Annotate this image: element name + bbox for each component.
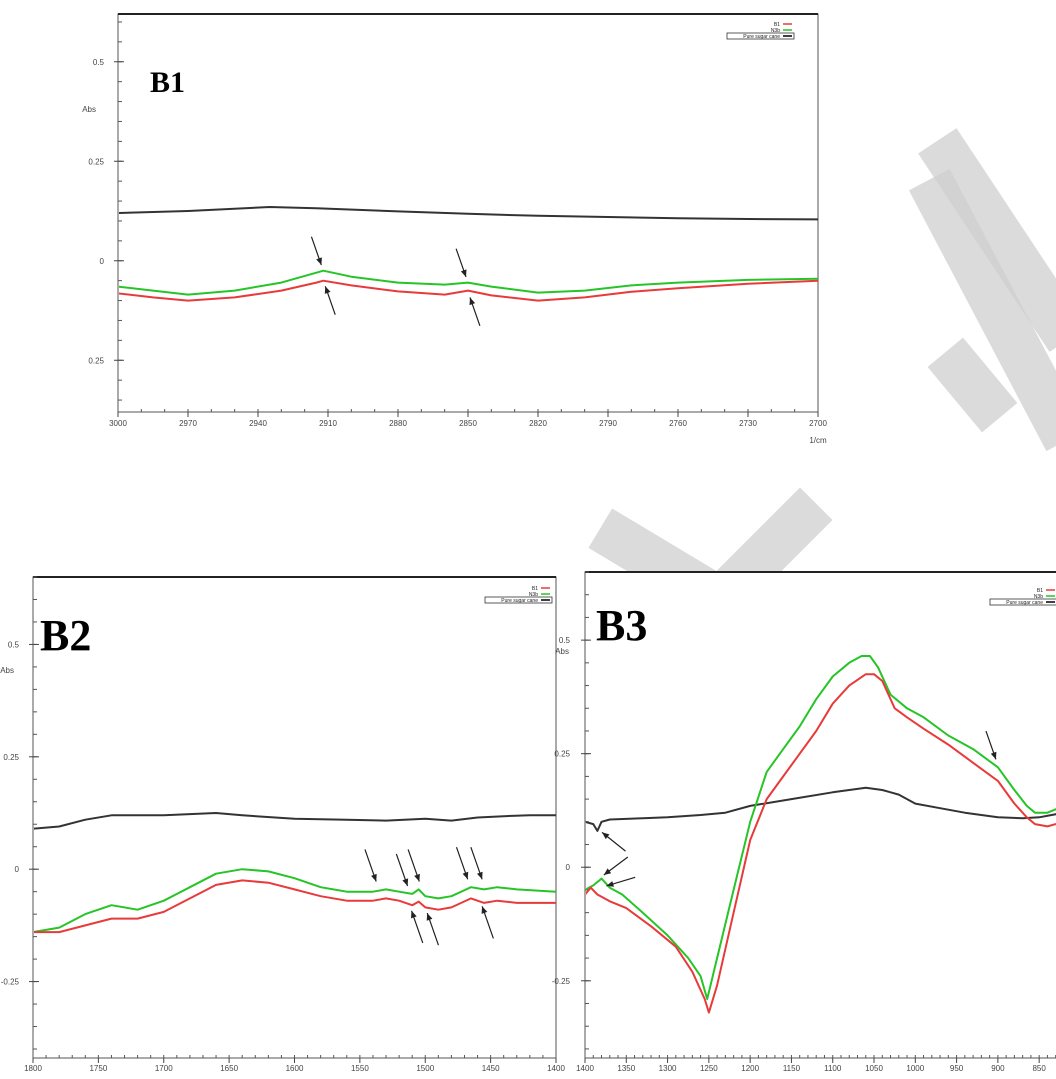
panel-b1-series-line-1	[119, 206, 818, 221]
panel-b1-x-tick-label: 2700	[809, 419, 827, 428]
panel-b2-x-tick-label: 1800	[24, 1064, 42, 1073]
panel-b1-y-axis-label: Abs	[82, 105, 96, 114]
panel-b2-chart: 0.5 0.25 0 -0.25 Abs 1800 1750 1700 1650 1600 1550…	[0, 576, 565, 1073]
panel-b2-x-tick-label: 1550	[351, 1064, 369, 1073]
panel-b1-y-tick-label: 0.25	[88, 356, 104, 365]
panel-b2-y-tick-label: -0.25	[1, 978, 20, 987]
panel-b1-x-tick-label: 2850	[459, 419, 477, 428]
panel-b1-annotation-arrowhead	[316, 257, 322, 265]
panel-b3-y-axis-label: Abs	[555, 647, 569, 656]
panel-b3-y-tick-label: -0.25	[552, 977, 571, 986]
panel-b3-series-line-1	[586, 786, 1056, 832]
panel-b3-label: B3	[596, 601, 647, 650]
panel-b3-series-line-2	[586, 655, 1056, 1000]
panel-b3-legend-label: N3b	[1034, 594, 1043, 600]
panel-b1-label: B1	[150, 66, 185, 99]
panel-b1-y-tick-label: 0.25	[88, 157, 104, 166]
panel-b3-x-tick-label: 1400	[576, 1064, 594, 1073]
panel-b1-x-tick-label: 2790	[599, 419, 617, 428]
panel-b2-plot-frame	[32, 576, 557, 1059]
panel-b1-y-tick-label: 0	[100, 257, 105, 266]
panel-b3-x-tick-label: 1300	[659, 1064, 677, 1073]
panel-b2-y-tick-label: 0	[15, 865, 20, 874]
panel-b1-x-tick-label: 2820	[529, 419, 547, 428]
panel-b3-annotation-arrowhead	[606, 881, 614, 887]
panel-b3-y-tick-label: 0	[566, 863, 571, 872]
panel-b2-x-tick-label: 1700	[155, 1064, 173, 1073]
panel-b3-x-tick-label: 900	[991, 1064, 1005, 1073]
panel-b1-x-tick-label: 2730	[739, 419, 757, 428]
panel-b1-x-tick-label: 2760	[669, 419, 687, 428]
panel-b3-x-tick-label: 1050	[865, 1064, 883, 1073]
panel-b2-annotation-arrowhead	[426, 913, 433, 921]
panel-b1-x-tick-label: 2940	[249, 419, 267, 428]
panel-b2-legend-box	[484, 596, 553, 604]
panel-b1-y-tick-label: 0.5	[93, 58, 105, 67]
panel-b2-annotation-arrowhead	[414, 873, 420, 882]
panel-b2-legend-label: Pure sugar cane	[501, 598, 538, 604]
panel-b2-x-tick-label: 1600	[286, 1064, 304, 1073]
panel-b3-x-tick-label: 1350	[617, 1064, 635, 1073]
panel-b1-series-line-3	[119, 279, 818, 302]
panel-b3-series-line-3	[586, 673, 1056, 1014]
panel-b2-annotation-arrowhead	[411, 910, 417, 919]
panel-b2-annotation-arrowhead	[371, 873, 377, 882]
panel-b1-annotation-arrowhead	[460, 269, 467, 277]
panel-b1-x-tick-label: 3000	[109, 419, 127, 428]
panel-b1-x-tick-label: 2970	[179, 419, 197, 428]
panel-b2-x-tick-label: 1650	[220, 1064, 238, 1073]
panel-b3-annotation-arrowhead	[603, 868, 612, 875]
panel-b3-chart: 0.5 0.25 0 -0.25 Abs 1400 1350 1300 1250 1200 1150…	[552, 571, 1056, 1073]
panel-b2-x-tick-label: 1500	[416, 1064, 434, 1073]
panel-b3-annotation-arrowhead	[602, 832, 610, 840]
panel-b2-series-line-2	[34, 868, 556, 933]
panel-b2-label: B2	[40, 611, 91, 660]
panel-b3-legend-label: Pure sugar cane	[1006, 600, 1043, 606]
panel-b3-x-tick-label: 1100	[824, 1064, 842, 1073]
panel-b1-legend-box	[726, 32, 795, 40]
panel-b1-annotation-arrowhead	[324, 286, 331, 294]
panel-b1-x-tick-label: 2880	[389, 419, 407, 428]
panel-b3-x-tick-label: 1200	[741, 1064, 759, 1073]
panel-b3-annotation-arrowhead	[990, 751, 997, 760]
panel-b2-legend-label: N3b	[529, 592, 538, 598]
panel-b1-annotation-arrowhead	[469, 297, 476, 306]
panel-b2-x-tick-label: 1400	[547, 1064, 565, 1073]
panel-b1-x-unit-label: 1/cm	[809, 436, 827, 445]
panel-b3-x-tick-label: 950	[950, 1064, 964, 1073]
panel-b3-y-tick-label: 0.5	[559, 636, 571, 645]
panel-b1-chart: 0.5 0.25 0 0.25 Abs 3000 2970 2940 2910 2880 2850 2…	[82, 13, 827, 445]
panel-b2-y-axis-label: Abs	[0, 666, 14, 675]
panel-b2-series-line-1	[34, 812, 556, 830]
panel-b2-x-tick-label: 1450	[482, 1064, 500, 1073]
panel-b1-legend-label: B1	[774, 22, 780, 28]
panel-b2-y-tick-label: 0.5	[8, 640, 20, 649]
panel-b2-x-tick-label: 1750	[89, 1064, 107, 1073]
panel-b2-y-tick-label: 0.25	[3, 753, 19, 762]
panel-b3-x-tick-label: 1150	[783, 1064, 801, 1073]
panel-b3-x-tick-label: 1000	[906, 1064, 924, 1073]
panel-b1-legend-label: Pure sugar cane	[743, 34, 780, 40]
panel-b3-x-tick-label: 850	[1032, 1064, 1046, 1073]
panel-b1-x-tick-label: 2910	[319, 419, 337, 428]
panel-b3-legend-label: B1	[1037, 588, 1043, 594]
panel-b2-annotation-arrowhead	[481, 906, 488, 914]
panel-b1-series-line-2	[119, 269, 818, 296]
panel-b3-legend-box	[989, 598, 1056, 606]
panel-b2-annotation-arrowhead	[462, 871, 469, 880]
panel-b3-x-tick-label: 1250	[700, 1064, 718, 1073]
panel-b3-y-tick-label: 0.25	[554, 750, 570, 759]
panel-b2-annotation-arrowhead	[402, 878, 409, 886]
panel-b2-legend-label: B1	[532, 586, 538, 592]
panel-b2-series-line-3	[34, 879, 556, 934]
panel-b2-annotation-arrowhead	[477, 871, 483, 880]
panel-b1-legend-label: N3b	[771, 28, 780, 34]
